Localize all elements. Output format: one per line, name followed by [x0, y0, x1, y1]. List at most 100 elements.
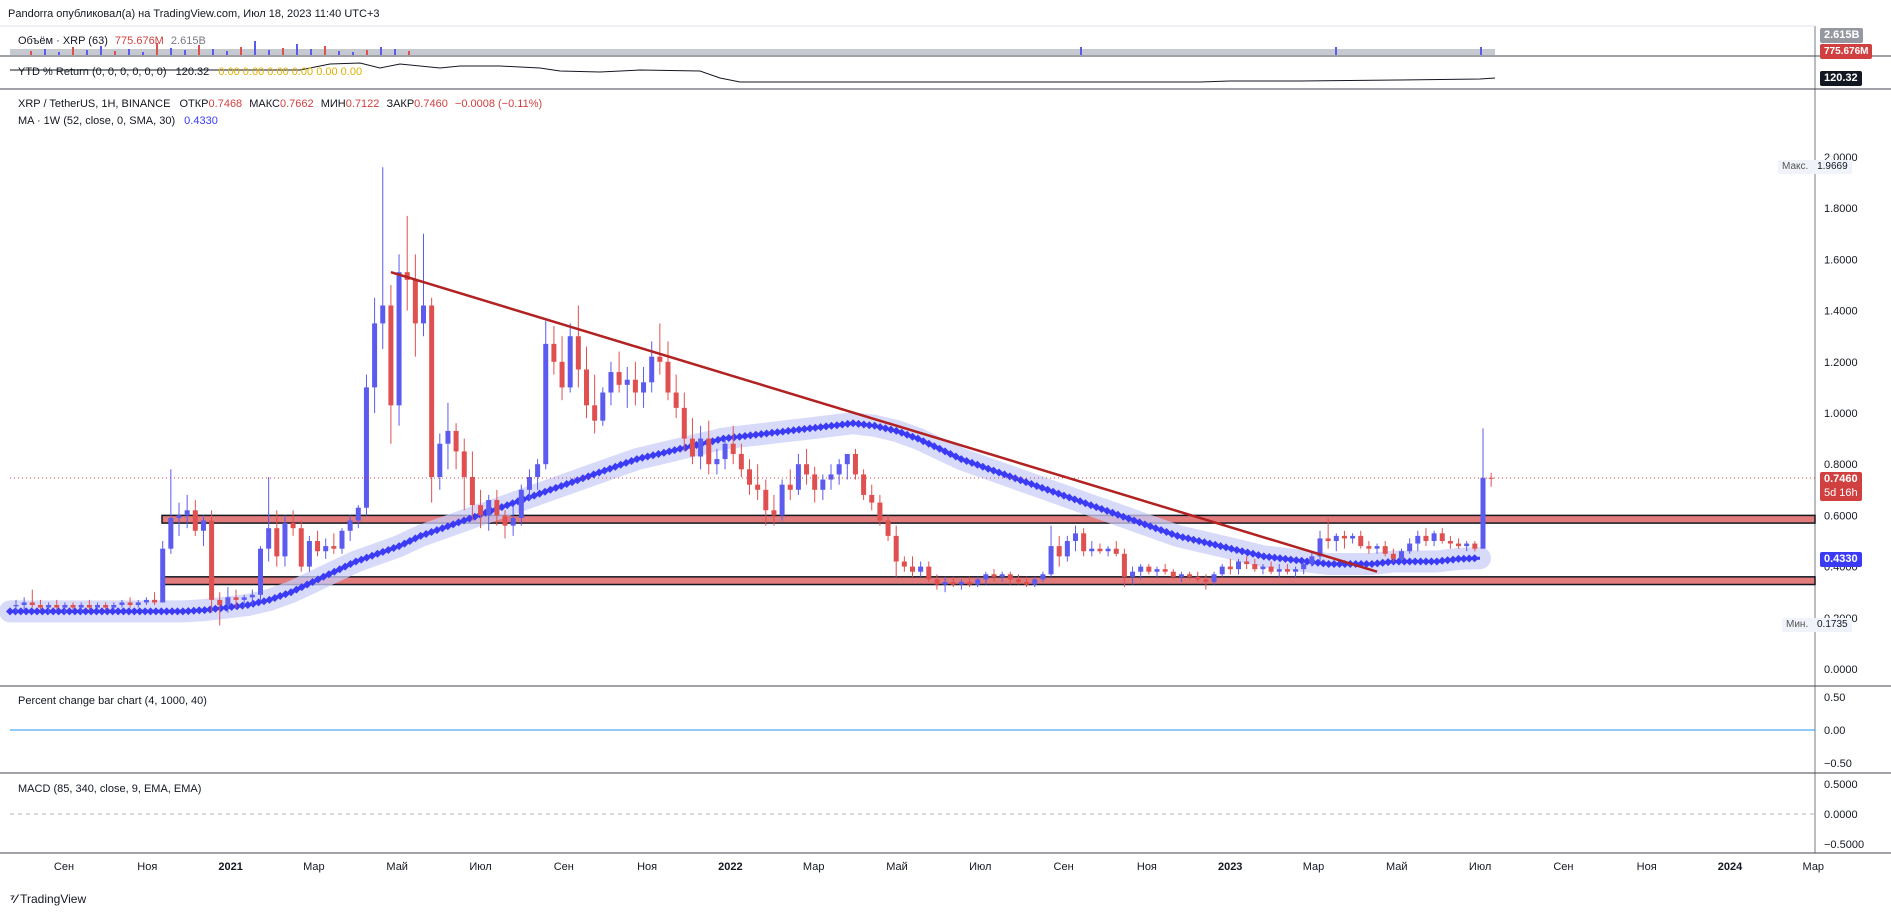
publisher-line: Pandorra опубликовал(а) на TradingView.c… [8, 8, 380, 20]
trend-line [390, 271, 1378, 573]
ma-point [1216, 542, 1225, 551]
candle-body [372, 323, 378, 388]
candle-body [1024, 581, 1030, 585]
ma-point [6, 607, 14, 616]
ma-point [741, 432, 749, 440]
candle-body [689, 438, 695, 457]
candle-body [1439, 533, 1445, 541]
candle-body [869, 494, 875, 503]
candle-body [885, 520, 891, 536]
ma-point [11, 607, 20, 616]
candle-body [184, 510, 190, 516]
ma-point [260, 597, 268, 606]
candle-body [575, 336, 581, 370]
volume-bar [114, 51, 116, 55]
ma-point [768, 428, 776, 437]
candle-body [1113, 548, 1119, 554]
candle-body [1154, 569, 1160, 572]
candle-body [1390, 553, 1396, 559]
volume-price-tag-2: 775.676M [1820, 44, 1873, 59]
candle-body [755, 484, 761, 490]
low-value: 0.7122 [345, 98, 380, 110]
candle-body [168, 517, 174, 549]
ytd-legend: YTD % Return (0, 0, 0, 0, 0, 0) 120.32 0… [18, 65, 362, 79]
ma-point [1249, 549, 1257, 558]
candle-body [176, 515, 182, 518]
candle-body [641, 382, 647, 393]
ma-value: 0.4330 [184, 115, 218, 127]
candle-body [1464, 543, 1470, 547]
ma-point [1211, 540, 1220, 549]
candle-body [323, 546, 329, 552]
candle-body [1399, 551, 1404, 559]
low-label: МИН [320, 98, 346, 110]
candle-body [461, 451, 467, 477]
candle-body [258, 548, 263, 595]
candle-body [730, 443, 736, 454]
candle-body [103, 605, 109, 608]
candle-body [1260, 566, 1266, 570]
candle-body [681, 407, 687, 439]
ma-point [822, 422, 831, 431]
ma-point [1367, 560, 1376, 568]
ytd-title: YTD % Return (0, 0, 0, 0, 0, 0) [18, 66, 167, 78]
candle-body [771, 510, 777, 516]
ma-point [941, 447, 949, 456]
ytd-value: 120.32 [175, 66, 210, 78]
candle-body [111, 605, 117, 608]
volume-bar [408, 51, 410, 55]
volume-bars [10, 41, 1495, 55]
candle-body [266, 528, 272, 549]
ma-point [805, 424, 814, 433]
ma-point [1384, 558, 1393, 567]
ma-point [870, 421, 879, 430]
volume-band [10, 49, 1495, 55]
ma-point [287, 588, 295, 597]
time-tick-label: Мар [803, 861, 825, 873]
candle-body [209, 520, 215, 600]
ma-point [1449, 555, 1457, 564]
ma-point [1270, 553, 1279, 562]
volume-bar [240, 47, 242, 55]
volume-bar [44, 49, 46, 55]
ma-point [1184, 534, 1193, 543]
candle-body [763, 489, 769, 511]
candle-body [551, 343, 557, 362]
ma-point [130, 607, 139, 616]
candle-body [991, 574, 997, 577]
time-tick-label: Мар [1803, 861, 1825, 873]
candle-body [1227, 566, 1233, 570]
ma-point [1470, 554, 1479, 563]
ytd-return-line [10, 62, 1496, 83]
volume-bar [86, 50, 88, 55]
candle-body [502, 515, 508, 526]
candle-body [290, 523, 296, 529]
ma-point [1303, 557, 1312, 566]
ma-point [724, 434, 733, 442]
candle-body [657, 356, 663, 362]
ma-point [81, 607, 90, 616]
ma-point [665, 447, 674, 456]
candle-body [1195, 576, 1201, 580]
candle-body [396, 272, 402, 406]
ma-point [784, 426, 793, 435]
volume-value2: 2.615B [170, 35, 206, 47]
candle-body [1064, 541, 1070, 557]
ma-point [1432, 557, 1441, 566]
ma-point [157, 607, 166, 616]
candle-body [1423, 535, 1429, 541]
change-value: −0.0008 (−0.11%) [454, 98, 543, 110]
ma-point [1416, 557, 1425, 566]
candle-body [1073, 533, 1078, 541]
tradingview-logo[interactable]: ⁷⁄ TradingView [10, 892, 86, 906]
candle-body [1236, 561, 1241, 570]
candle-body [632, 379, 638, 393]
time-tick-label: Ноя [1637, 861, 1657, 873]
candle-body [363, 387, 369, 508]
candle-body [315, 541, 321, 552]
candle-body [469, 477, 475, 506]
candle-body [608, 372, 614, 393]
ma-point [1411, 557, 1420, 566]
ma-point [795, 425, 803, 434]
